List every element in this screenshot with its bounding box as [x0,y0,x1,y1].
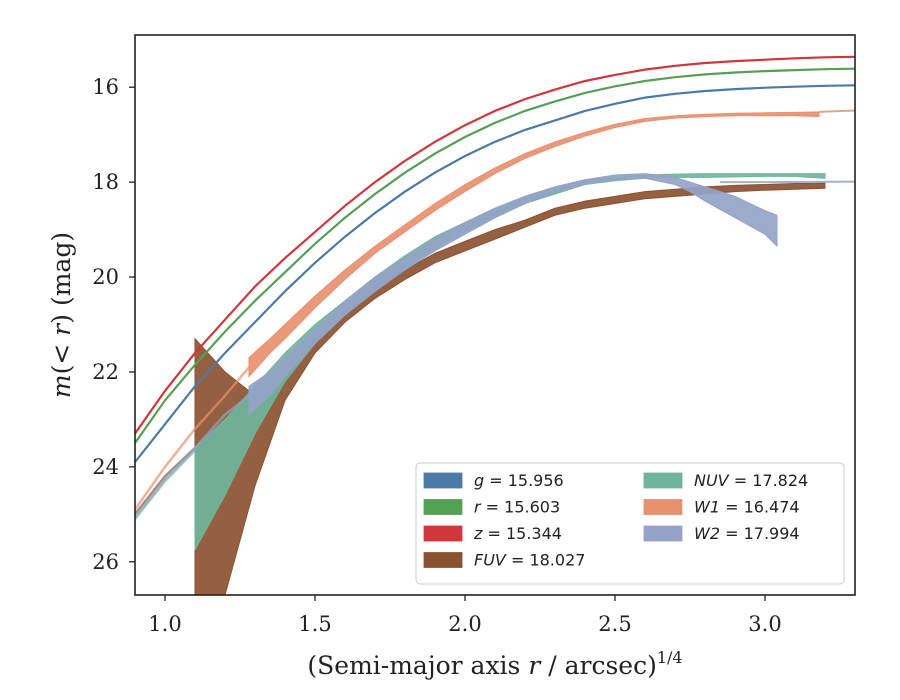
x-axis-label: (Semi-major axis r / arcsec)1/4 [307,648,682,680]
y-tick-label: 18 [92,170,119,194]
series-w2-outer-line [720,180,855,184]
series-z-line [135,55,855,435]
y-axis-label-open: (< [47,336,76,375]
legend-item-z: z = 15.344 [423,524,562,543]
series-w1-inner-line [135,366,250,511]
legend-label-value: = 16.474 [720,498,800,517]
series-w2-inner-line [135,394,250,518]
legend-swatch [423,525,463,542]
y-axis-label-m: m [47,374,76,398]
x-axis-label-unit: / arcsec) [540,651,657,680]
legend-swatch [423,499,463,515]
legend-label-var: FUV [474,551,507,570]
legend-label: W1 = 16.474 [694,498,800,517]
y-axis-label-close: ) (mag) [47,232,76,324]
x-tick-label: 1.5 [298,612,331,636]
legend-swatch [423,472,463,489]
axes-layer: 1.0 1.5 2.0 2.5 3.0 16 18 20 22 24 26 [92,34,856,636]
legend-swatch [643,472,683,489]
legend-label-var: g [474,471,484,490]
series-fuv-band [194,182,826,595]
legend-label-value: = 15.956 [484,471,564,490]
y-tick-label: 16 [92,75,119,99]
series-w1 [135,109,855,511]
x-axis-label-exponent: 1/4 [657,648,683,667]
legend-label-value: = 15.344 [482,524,562,543]
legend-label-value: = 17.994 [720,524,800,543]
legend-box [415,462,845,585]
legend-item-r: r = 15.603 [423,498,560,517]
x-tick-label: 3.0 [748,612,781,636]
y-tick-label: 20 [92,265,119,289]
y-tick-label: 24 [92,455,119,479]
legend-item-w1: W1 = 16.474 [643,498,800,517]
x-axis-label-var: r [528,651,542,680]
legend-label-var: r [474,498,482,517]
x-tick-label: 1.0 [148,612,181,636]
x-tick-label: 2.0 [448,612,481,636]
legend-label: FUV = 18.027 [474,551,585,570]
legend-label-var: NUV [694,471,730,490]
legend-label: g = 15.956 [474,471,564,490]
plot-frame [134,34,856,596]
legend-label: W2 = 17.994 [694,524,800,543]
y-tick-label: 26 [92,550,119,574]
series-r-line [135,67,855,444]
legend-item-fuv: FUV = 18.027 [423,551,585,570]
x-tick-label: 2.5 [598,612,631,636]
legend-label: NUV = 17.824 [694,471,808,490]
series-r [135,67,855,444]
legend-label: r = 15.603 [474,498,560,517]
legend-swatch [643,499,683,515]
y-axis-label-r: r [47,322,76,336]
series-w1-band [248,111,820,379]
legend-item-w2: W2 = 17.994 [643,524,800,543]
legend-label-value: = 15.603 [481,498,561,517]
legend-item-nuv: NUV = 17.824 [643,471,808,490]
y-axis-label: m(< r) (mag) [47,232,76,398]
legend-label-var: W2 [694,524,720,543]
x-axis-label-main: (Semi-major axis [307,651,528,680]
legend-swatch [423,552,463,568]
series-g [135,84,855,463]
series-w1-outer-line [818,109,855,113]
legend-label-value: = 17.824 [729,471,809,490]
y-tick-label: 22 [92,360,119,384]
legend-label-var: W1 [694,498,720,517]
legend-label-value: = 18.027 [506,551,586,570]
legend-label-var: z [473,524,483,543]
series-w2 [135,173,855,518]
series-z [135,55,855,435]
series-w2-band [248,173,778,416]
series-nuv-inner-line [135,449,196,520]
legend-swatch [643,525,683,542]
series-layer [135,55,855,595]
series-g-line [135,84,855,463]
legend-label: z = 15.344 [473,524,562,543]
legend-item-g: g = 15.956 [423,471,564,490]
